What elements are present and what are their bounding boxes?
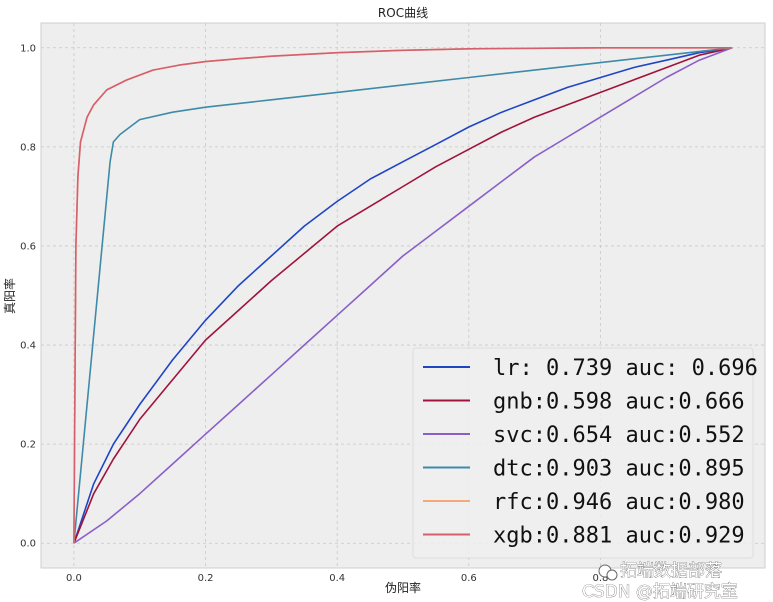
watermark-csdn: CSDN @拓端研究室 [582,582,738,602]
legend-label-1: gnb:0.598 auc:0.666 [493,390,745,415]
legend: lr: 0.739 auc: 0.696 gnb:0.598 auc:0.666 s… [412,347,758,559]
wechat-icon [598,564,618,581]
y-tick-label: 0.6 [20,241,36,252]
legend-box [412,347,754,559]
watermark: 拓端数据部落 CSDN @拓端研究室 [582,561,738,602]
series-line-0 [73,47,733,544]
x-tick-label: 0.0 [66,573,82,584]
x-tick-label: 0.4 [329,573,345,584]
legend-label-3: dtc:0.903 auc:0.895 [493,457,745,482]
grid-lines [41,23,765,568]
chart-title: ROC曲线 [378,6,428,20]
legend-label-5: xgb:0.881 auc:0.929 [493,524,745,549]
series-line-2 [73,47,733,544]
x-ticks: 0.0 0.2 0.4 0.6 0.8 [66,573,608,584]
y-tick-label: 0.8 [20,142,36,153]
legend-label-2: svc:0.654 auc:0.552 [493,423,745,448]
series-lines [73,46,733,544]
y-tick-label: 1.0 [20,43,36,54]
y-tick-label: 0.0 [20,539,36,550]
y-ticks: 0.0 0.2 0.4 0.6 0.8 1.0 [20,43,36,549]
series-line-1 [73,47,733,544]
y-tick-label: 0.4 [20,341,36,352]
y-tick-label: 0.2 [20,440,36,451]
legend-label-0: lr: 0.739 auc: 0.696 [493,356,758,381]
x-axis-label: 伪阳率 [385,580,421,595]
y-axis-label: 真阳率 [2,278,17,314]
series-line-5 [73,46,733,544]
x-tick-label: 0.6 [461,573,477,584]
plot-border [40,22,766,569]
x-tick-label: 0.2 [198,573,214,584]
series-line-3 [73,47,733,544]
watermark-brand: 拓端数据部落 [620,561,722,581]
x-tick-label: 0.8 [593,573,609,584]
legend-label-4: rfc:0.946 auc:0.980 [493,490,745,515]
